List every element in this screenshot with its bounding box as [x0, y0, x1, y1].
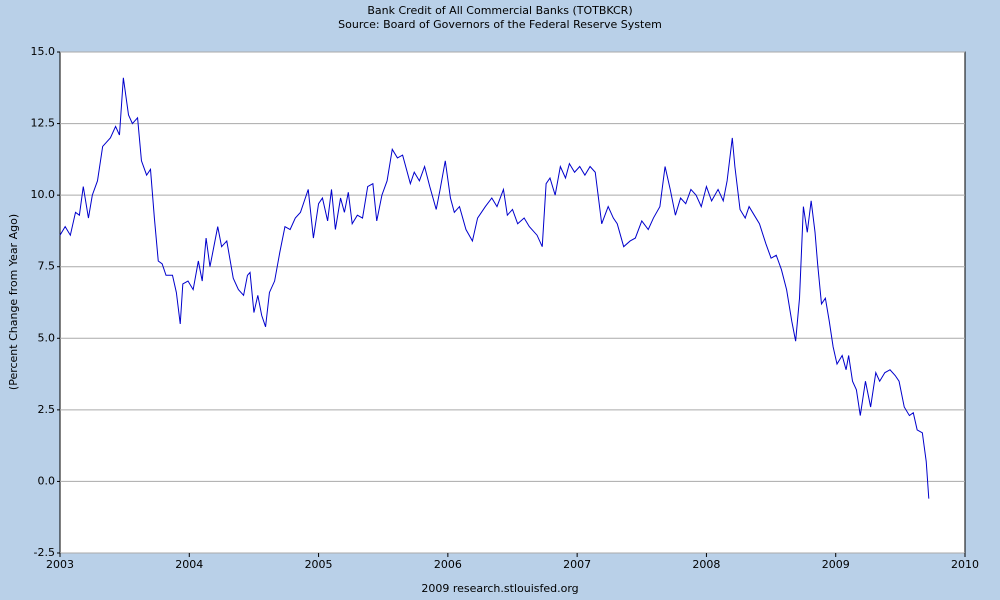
x-tick-label: 2009: [822, 558, 850, 571]
chart-subtitle: Source: Board of Governors of the Federa…: [338, 18, 662, 31]
y-tick-label: 5.0: [38, 331, 56, 344]
plot-area: [59, 51, 966, 554]
y-tick-label: 12.5: [31, 117, 56, 130]
x-tick-label: 2007: [563, 558, 591, 571]
y-tick-label: 7.5: [38, 260, 56, 273]
x-tick-label: 2004: [175, 558, 203, 571]
y-tick-label: -2.5: [34, 546, 55, 559]
chart-title: Bank Credit of All Commercial Banks (TOT…: [367, 4, 632, 17]
y-tick-label: 10.0: [31, 188, 56, 201]
x-tick-label: 2005: [305, 558, 333, 571]
x-tick-label: 2006: [434, 558, 462, 571]
x-tick-label: 2003: [46, 558, 74, 571]
footer: 2009 research.stlouisfed.org: [421, 582, 578, 595]
y-axis-label: (Percent Change from Year Ago): [7, 214, 20, 390]
y-tick-label: 15.0: [31, 45, 56, 58]
x-tick-label: 2008: [692, 558, 720, 571]
y-tick-label: 0.0: [38, 474, 56, 487]
y-tick-label: 2.5: [38, 403, 56, 416]
x-tick-label: 2010: [951, 558, 979, 571]
data-line: [59, 77, 930, 499]
